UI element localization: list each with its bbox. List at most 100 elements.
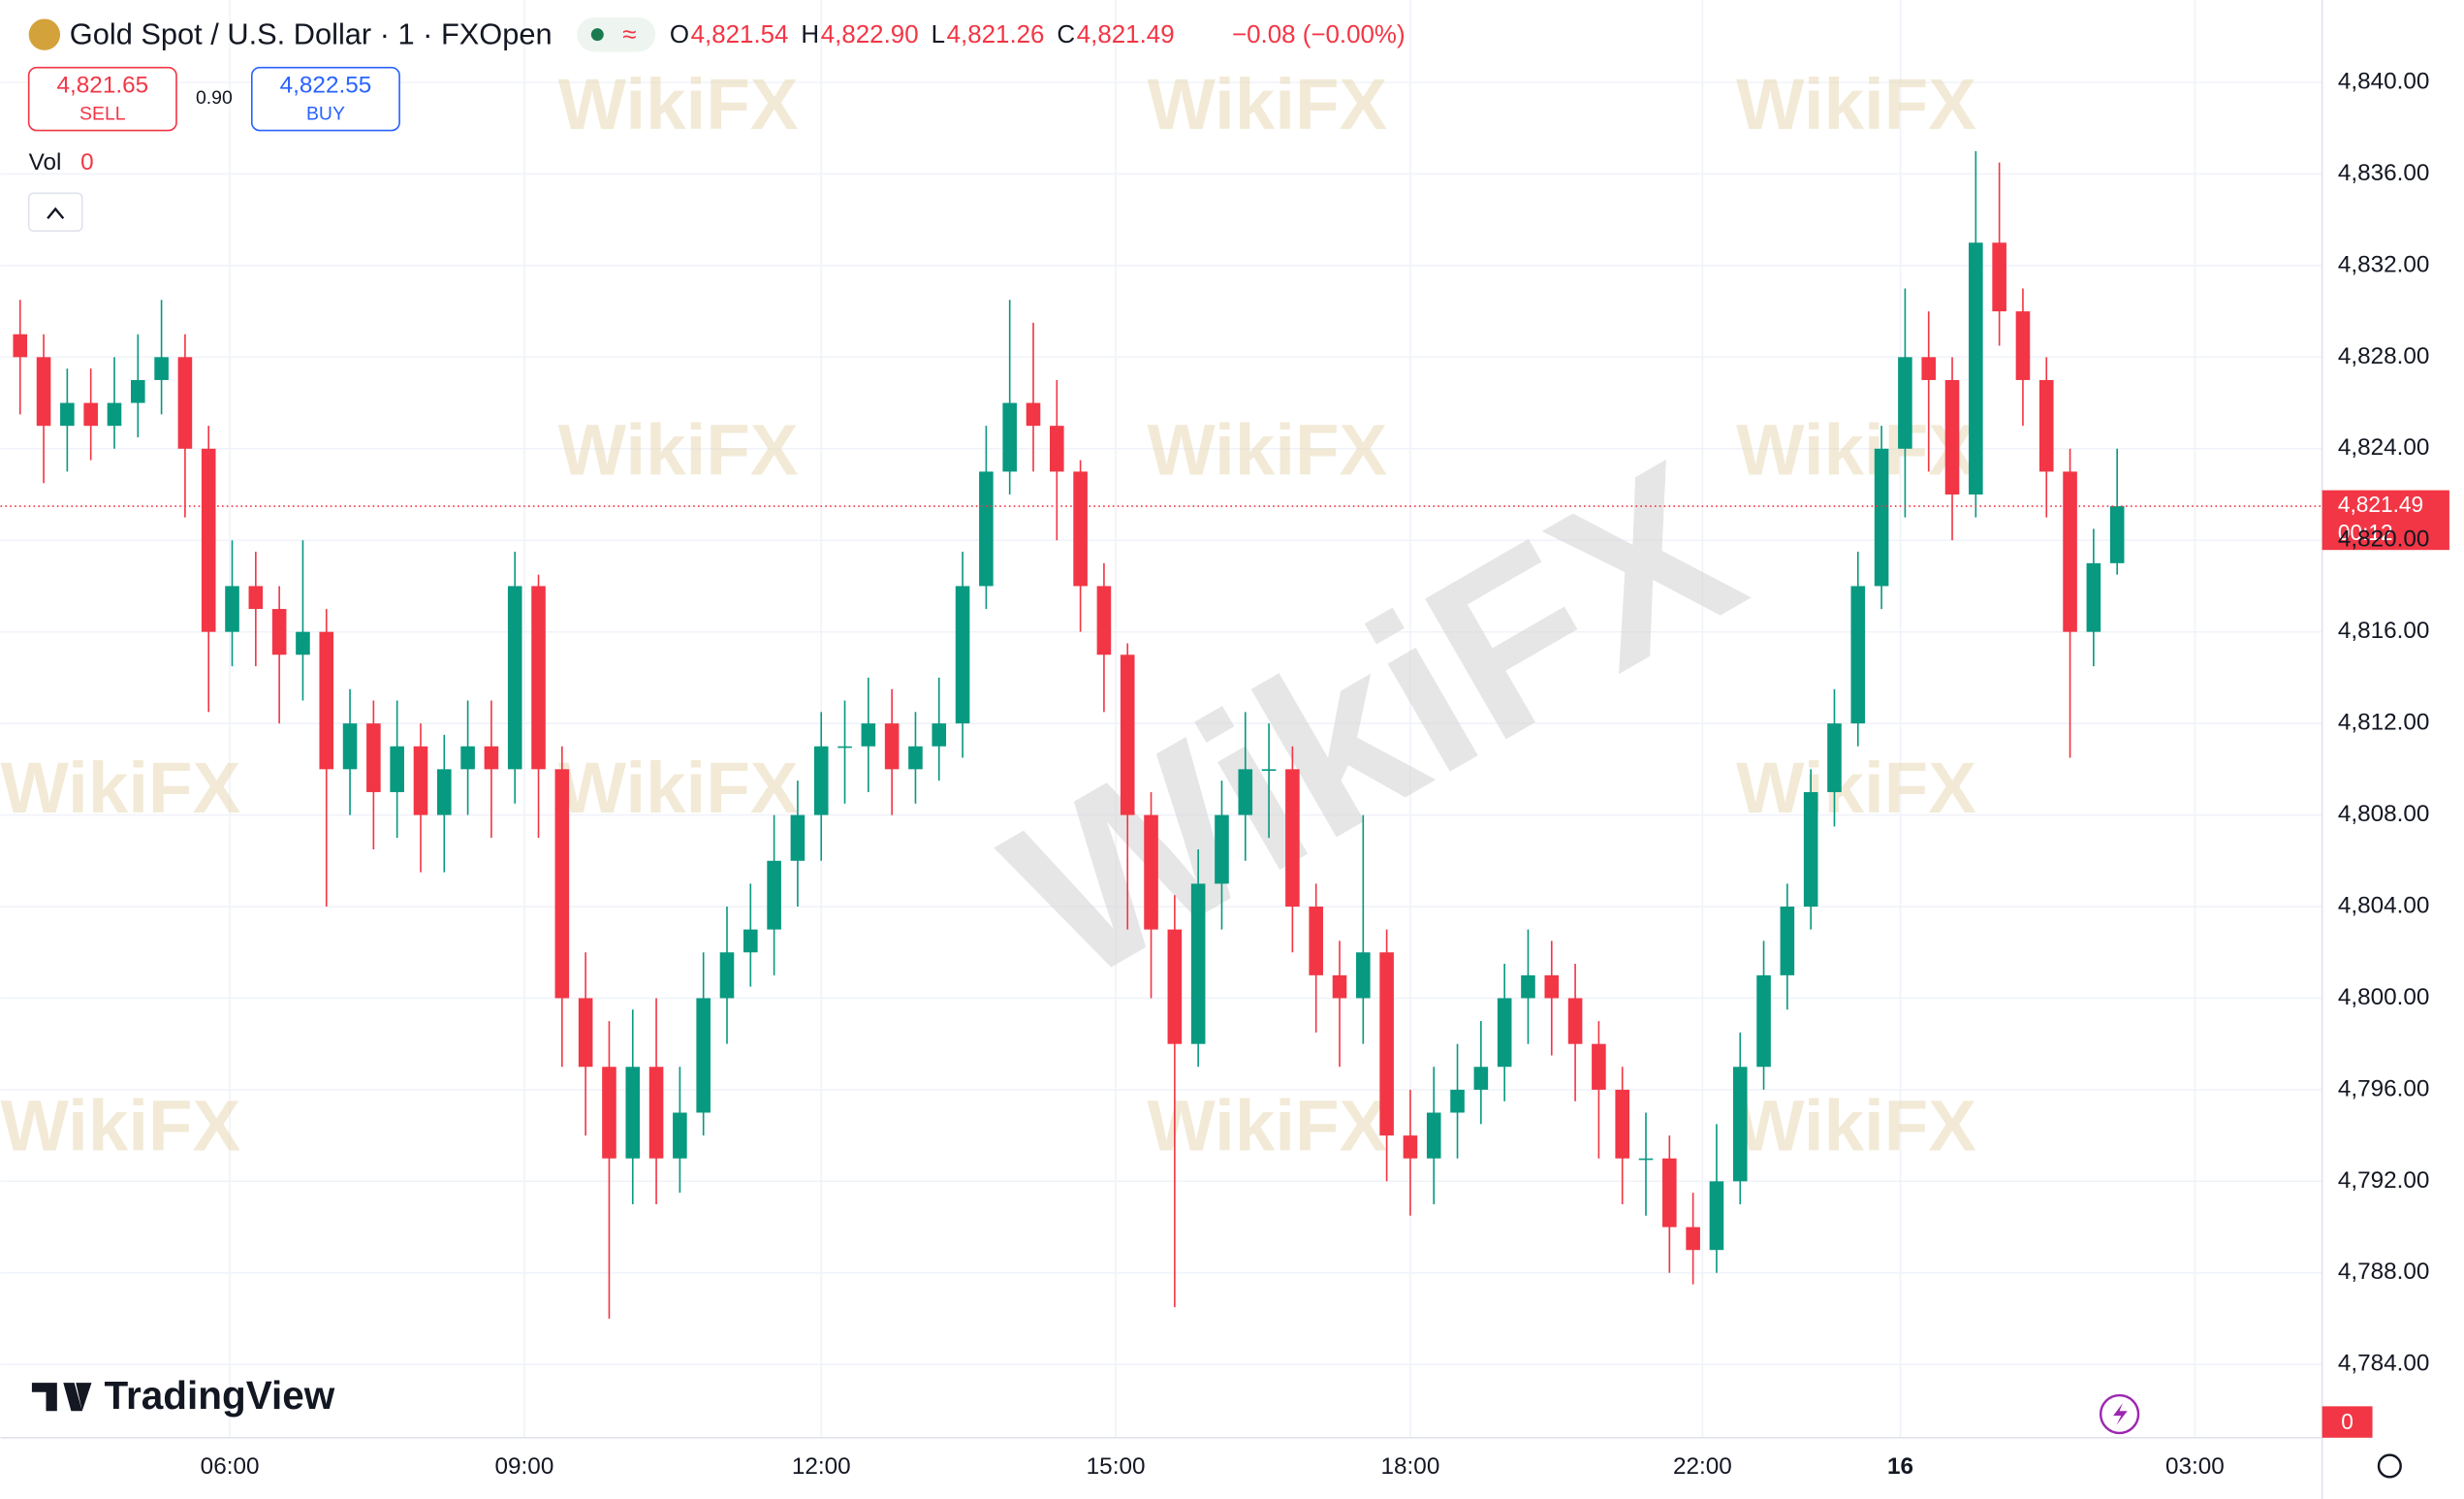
candle-body xyxy=(1686,1227,1700,1251)
y-tick-label: 4,788.00 xyxy=(2338,1259,2430,1285)
candle-body xyxy=(1850,586,1866,724)
symbol-icon xyxy=(28,18,61,50)
settings-button[interactable] xyxy=(2377,1453,2402,1479)
alert-icon xyxy=(2113,1403,2128,1425)
y-tick-label: 4,828.00 xyxy=(2338,343,2430,369)
candle-body xyxy=(1827,723,1842,792)
watermark: WikiFX xyxy=(1736,64,1976,144)
candle-body xyxy=(13,334,28,358)
candle-body xyxy=(2038,379,2054,472)
candle-body xyxy=(413,746,428,815)
status-pill[interactable] xyxy=(577,16,656,52)
candle-body xyxy=(248,586,264,610)
candle-body xyxy=(696,998,711,1113)
watermark: WikiFX xyxy=(1147,1085,1387,1165)
watermark: WikiFX xyxy=(0,1085,240,1165)
y-tick-label: 4,808.00 xyxy=(2338,801,2430,827)
y-tick-label: 4,800.00 xyxy=(2338,984,2430,1010)
candle-body xyxy=(1944,379,1960,495)
y-tick-label: 4,792.00 xyxy=(2338,1167,2430,1194)
candle-body xyxy=(1450,1089,1465,1113)
x-tick-label: 22:00 xyxy=(1673,1453,1732,1480)
sell-button[interactable] xyxy=(27,66,177,132)
watermark: WikiFX xyxy=(1736,748,1976,828)
candle-body xyxy=(1497,998,1512,1068)
candle-body xyxy=(437,769,452,815)
candle-body xyxy=(602,1067,616,1159)
watermark: WikiFX xyxy=(1736,1085,1976,1165)
plot xyxy=(0,150,2322,1320)
candle-body xyxy=(2109,506,2125,563)
candle-body xyxy=(861,723,876,747)
candle-body xyxy=(154,357,169,380)
collapse-button[interactable] xyxy=(27,192,83,233)
candle-body xyxy=(1332,974,1347,999)
ohlc-legend: O 4,821.54 H 4,822.90 L 4,821.26 C 4,821.49 xyxy=(670,21,1175,48)
ohlc-value: 4,821.26 xyxy=(947,21,1045,48)
candle-body xyxy=(1521,974,1535,999)
candle-body xyxy=(1921,357,1937,380)
candle-body xyxy=(319,631,334,770)
candle-body xyxy=(60,402,75,427)
candle-body xyxy=(271,609,287,655)
candle-body xyxy=(719,952,735,999)
price-timer: 00:12 xyxy=(2338,520,2393,545)
watermark: WikiFX xyxy=(1736,410,1976,491)
candle-body xyxy=(884,723,900,770)
candle-body xyxy=(1780,907,1795,975)
y-tick-label: 4,836.00 xyxy=(2338,160,2430,186)
candle-body xyxy=(1190,883,1206,1044)
change: −0.08 (−0.00%) xyxy=(1232,21,1406,48)
candle-body xyxy=(1803,791,1818,908)
candle-body xyxy=(1898,357,1912,449)
watermark: WikiFX xyxy=(1147,410,1387,491)
candle-body xyxy=(1238,769,1253,815)
candle-body xyxy=(1285,769,1300,908)
candle-body xyxy=(1167,929,1183,1044)
y-tick-label: 4,832.00 xyxy=(2338,251,2430,277)
candle-body xyxy=(1709,1181,1724,1251)
candle-body xyxy=(1096,586,1112,655)
x-tick-label: 12:00 xyxy=(792,1453,851,1480)
symbol-title[interactable]: Gold Spot / U.S. Dollar · 1 · FXOpen xyxy=(70,16,553,50)
ohlc-key: L xyxy=(932,21,945,48)
y-tick-label: 4,804.00 xyxy=(2338,892,2430,918)
candle-body xyxy=(1473,1067,1489,1090)
ohlc-key: C xyxy=(1057,21,1075,48)
y-tick-label: 4,820.00 xyxy=(2338,526,2430,553)
logo[interactable]: TradingView xyxy=(104,1373,334,1418)
candle-body xyxy=(908,746,923,770)
candle-body xyxy=(130,379,145,403)
candle-body xyxy=(790,814,806,861)
candle-body xyxy=(932,723,947,747)
candle-body xyxy=(296,631,310,655)
candle-body xyxy=(1120,654,1135,815)
candle-body xyxy=(201,448,216,632)
candle-body xyxy=(83,402,98,427)
candle-body xyxy=(813,746,829,815)
candle-body xyxy=(390,746,404,792)
candle-body xyxy=(366,723,381,792)
x-tick-label: 16 xyxy=(1887,1453,1913,1480)
candle-body xyxy=(1732,1067,1748,1182)
y-tick-label: 4,812.00 xyxy=(2338,710,2430,736)
candle-body xyxy=(1073,471,1088,587)
volume-badge: 0 xyxy=(2341,1409,2353,1434)
logo-icon xyxy=(31,1383,92,1412)
candle-body xyxy=(1002,402,1017,472)
candle-body xyxy=(1144,814,1158,930)
buy-button[interactable] xyxy=(250,66,400,132)
x-tick-label: 15:00 xyxy=(1087,1453,1146,1480)
candle-body xyxy=(1356,952,1371,999)
candle-body xyxy=(1309,907,1323,975)
market-status xyxy=(590,28,604,42)
x-tick-label: 03:00 xyxy=(2165,1453,2225,1480)
x-tick-label: 18:00 xyxy=(1381,1453,1440,1480)
candle-body xyxy=(743,929,758,953)
candle-body xyxy=(107,402,122,427)
candle-body xyxy=(1756,974,1771,1068)
candle-body xyxy=(1544,974,1560,999)
y-tick-label: 4,824.00 xyxy=(2338,434,2430,461)
spread: 0.90 xyxy=(196,87,233,109)
